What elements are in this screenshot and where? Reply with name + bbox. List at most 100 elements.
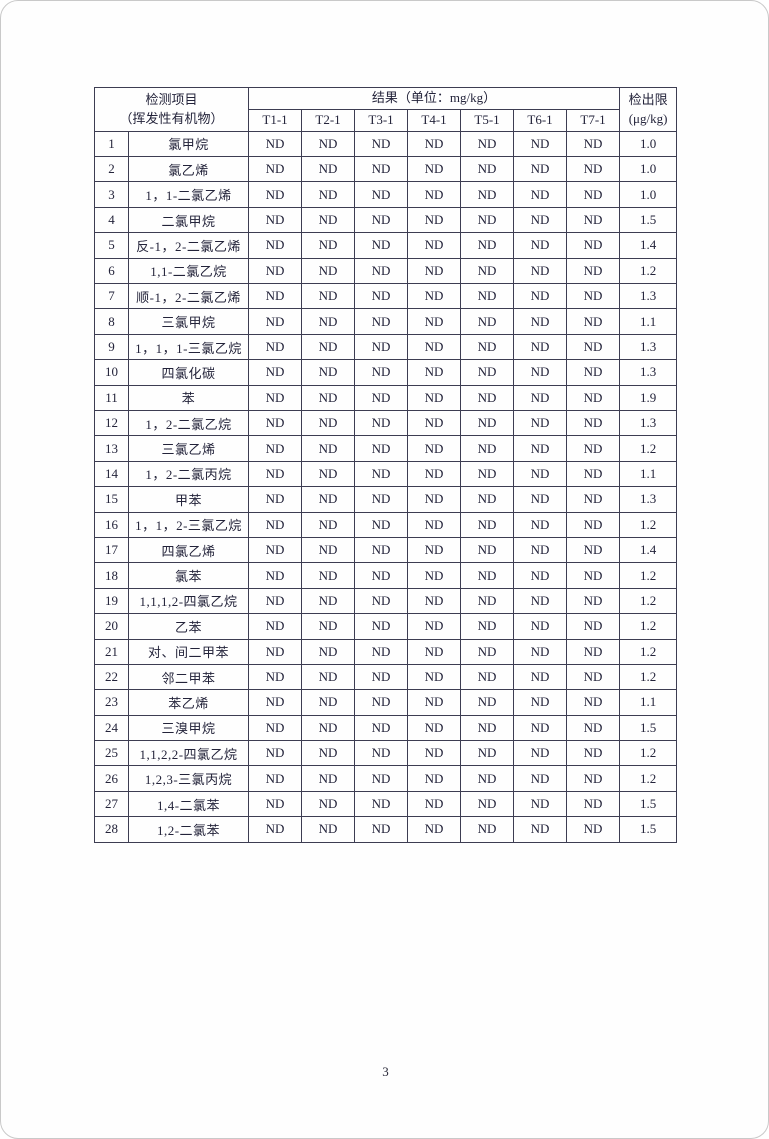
result-cell: ND	[566, 689, 621, 716]
result-cell: ND	[566, 409, 621, 437]
row-number-cell: 9	[94, 333, 129, 361]
result-cell: ND	[407, 232, 462, 259]
result-cell: ND	[566, 511, 621, 538]
compound-name-cell: 氯苯	[127, 562, 250, 589]
result-cell: ND	[354, 562, 409, 589]
table-row: 5 反-1，2-二氯乙烯 ND ND ND ND ND ND ND 1.4	[94, 232, 678, 259]
result-cell: ND	[354, 156, 409, 183]
result-cell: ND	[407, 689, 462, 716]
result-cell: ND	[354, 663, 409, 691]
result-cell: ND	[407, 181, 462, 208]
compound-name-cell: 四氯化碳	[127, 359, 250, 386]
result-cell: ND	[513, 460, 568, 488]
row-number-cell: 1	[94, 130, 129, 158]
result-cell: ND	[460, 232, 515, 259]
table-row: 19 1,1,1,2-四氯乙烷 ND ND ND ND ND ND ND 1.2	[94, 587, 678, 615]
result-cell: ND	[460, 689, 515, 716]
result-cell: ND	[513, 587, 568, 615]
table-row: 4 二氯甲烷 ND ND ND ND ND ND ND 1.5	[94, 206, 678, 234]
row-number-cell: 16	[94, 511, 129, 538]
result-cell: ND	[407, 435, 462, 462]
result-cell: ND	[248, 359, 303, 386]
result-cell: ND	[407, 257, 462, 285]
result-cell: ND	[301, 765, 356, 792]
result-cell: ND	[248, 409, 303, 437]
detection-limit-header-line1: 检出限	[628, 91, 668, 107]
result-cell: ND	[566, 536, 621, 564]
result-cell: ND	[407, 333, 462, 361]
result-cell: ND	[407, 587, 462, 615]
result-cell: ND	[248, 384, 303, 411]
result-cell: ND	[513, 765, 568, 792]
result-cell: ND	[407, 638, 462, 665]
result-cell: ND	[301, 714, 356, 742]
result-cell: ND	[301, 156, 356, 183]
result-cell: ND	[301, 283, 356, 310]
sample-column-header: T2-1	[301, 108, 356, 132]
table-row: 25 1,1,2,2-四氯乙烷 ND ND ND ND ND ND ND 1.2	[94, 740, 678, 767]
result-cell: ND	[248, 562, 303, 589]
result-cell: ND	[248, 765, 303, 792]
result-cell: ND	[354, 130, 409, 158]
row-number-cell: 2	[94, 156, 129, 183]
result-cell: ND	[248, 130, 303, 158]
result-cell: ND	[301, 663, 356, 691]
detection-limit-cell: 1.4	[619, 536, 678, 564]
result-cell: ND	[513, 740, 568, 767]
result-cell: ND	[354, 816, 409, 843]
compound-name-cell: 1，2-二氯乙烷	[127, 409, 250, 437]
result-cell: ND	[407, 156, 462, 183]
detection-limit-cell: 1.2	[619, 765, 678, 792]
item-header-line2: （挥发性有机物）	[119, 111, 224, 127]
result-cell: ND	[301, 562, 356, 589]
result-cell: ND	[566, 740, 621, 767]
result-cell: ND	[301, 790, 356, 818]
row-number-cell: 25	[94, 740, 129, 767]
detection-limit-cell: 1.3	[619, 333, 678, 361]
row-number-cell: 18	[94, 562, 129, 589]
result-cell: ND	[301, 740, 356, 767]
result-cell: ND	[354, 714, 409, 742]
item-column-header: 检测项目 （挥发性有机物）	[93, 87, 250, 132]
detection-limit-cell: 1.5	[619, 206, 678, 234]
result-cell: ND	[566, 790, 621, 818]
result-cell: ND	[566, 638, 621, 665]
result-cell: ND	[460, 663, 515, 691]
detection-limit-cell: 1.2	[619, 740, 678, 767]
result-cell: ND	[248, 181, 303, 208]
result-cell: ND	[354, 638, 409, 665]
result-cell: ND	[407, 714, 462, 742]
result-cell: ND	[354, 790, 409, 818]
result-cell: ND	[460, 613, 515, 640]
detection-limit-cell: 1.4	[619, 232, 678, 259]
result-cell: ND	[566, 460, 621, 488]
table-row: 24 三溴甲烷 ND ND ND ND ND ND ND 1.5	[94, 714, 678, 742]
sample-column-header: T6-1	[513, 108, 568, 132]
row-number-cell: 8	[94, 308, 129, 335]
result-cell: ND	[301, 435, 356, 462]
compound-name-cell: 1,1,1,2-四氯乙烷	[127, 587, 250, 615]
result-cell: ND	[354, 587, 409, 615]
result-cell: ND	[248, 613, 303, 640]
compound-name-cell: 1，1-二氯乙烯	[127, 181, 250, 208]
result-cell: ND	[248, 536, 303, 564]
detection-limit-cell: 1.3	[619, 359, 678, 386]
result-cell: ND	[301, 613, 356, 640]
result-cell: ND	[513, 130, 568, 158]
detection-limit-cell: 1.2	[619, 257, 678, 285]
compound-name-cell: 1,4-二氯苯	[127, 790, 250, 818]
result-cell: ND	[301, 130, 356, 158]
result-column-header: 结果（单位：mg/kg）	[248, 87, 621, 110]
row-number-cell: 15	[94, 486, 129, 513]
result-cell: ND	[354, 283, 409, 310]
table-row: 21 对、间二甲苯 ND ND ND ND ND ND ND 1.2	[94, 638, 678, 665]
row-number-cell: 11	[94, 384, 129, 411]
result-cell: ND	[513, 613, 568, 640]
detection-limit-header-line2: (μg/kg)	[628, 111, 668, 127]
result-cell: ND	[513, 511, 568, 538]
result-cell: ND	[460, 206, 515, 234]
result-cell: ND	[248, 587, 303, 615]
result-cell: ND	[248, 206, 303, 234]
result-cell: ND	[566, 206, 621, 234]
compound-name-cell: 三氯甲烷	[127, 308, 250, 335]
